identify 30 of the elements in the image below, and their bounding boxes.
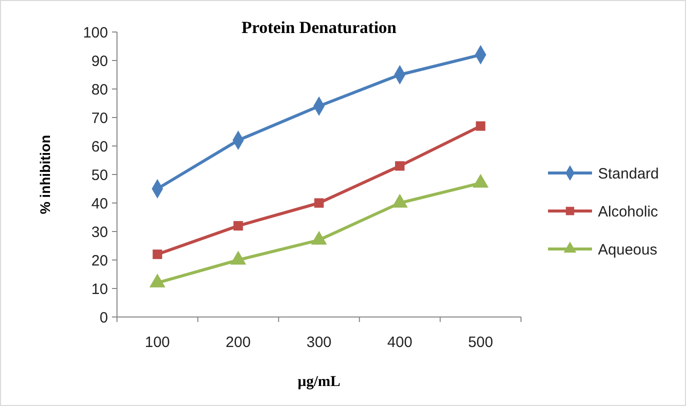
legend-label: Aqueous <box>598 241 658 258</box>
point <box>314 198 324 208</box>
y-tick-label: 100 <box>82 24 108 42</box>
y-tick-label: 50 <box>91 166 108 184</box>
y-tick-label: 80 <box>91 81 108 98</box>
y-tick-label: 0 <box>100 309 108 326</box>
point <box>392 194 408 208</box>
point <box>311 230 327 245</box>
chart-title: Protein Denaturation <box>241 18 398 37</box>
point <box>476 121 486 131</box>
x-tick-label: 400 <box>387 334 412 351</box>
point <box>230 250 246 265</box>
legend-label: Standard <box>598 165 659 182</box>
y-tick-label: 40 <box>91 195 108 212</box>
x-tick-label: 300 <box>306 334 332 351</box>
y-tick-label: 60 <box>91 138 108 156</box>
y-tick-label: 10 <box>91 280 108 298</box>
x-tick-label: 100 <box>144 334 170 351</box>
x-axis-title: µg/mL <box>298 374 340 390</box>
y-tick-label: 90 <box>91 52 108 70</box>
point <box>395 161 405 171</box>
point <box>149 274 166 288</box>
y-tick-label: 70 <box>91 110 108 127</box>
y-tick-label: 20 <box>91 252 108 270</box>
x-tick-label: 500 <box>468 334 494 351</box>
x-tick-label: 200 <box>226 334 251 351</box>
y-tick-label: 30 <box>91 224 108 241</box>
legend-label: Alcoholic <box>598 203 659 220</box>
y-axis-title: % inhibition <box>37 134 53 214</box>
point <box>233 221 243 231</box>
